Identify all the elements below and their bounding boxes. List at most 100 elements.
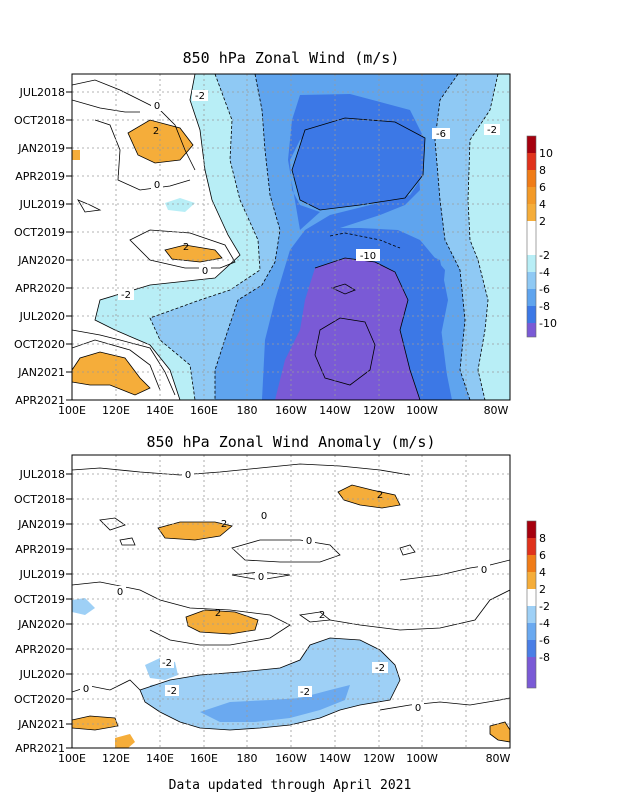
chart1-y-tick: OCT2020 [14, 338, 65, 351]
chart2-fill-pos-a [338, 485, 400, 508]
chart1-x-tick: 120E [102, 404, 130, 417]
footer-note: Data updated through April 2021 [169, 778, 412, 793]
chart2-y-tick: OCT2018 [14, 493, 65, 506]
chart1-colorbar-label: 10 [539, 147, 553, 160]
chart2-y-tick: APR2021 [15, 742, 65, 755]
chart1-contour-label: 0 [202, 266, 208, 277]
chart1-colorbar: 10 8 6 4 2 -2 -4 -6 -8 -10 [526, 135, 557, 338]
chart1-y-tick: APR2019 [15, 170, 65, 183]
chart2-fill-pos-e [490, 722, 510, 742]
chart2-y-tick: JUL2019 [19, 568, 65, 581]
chart1-fill-cyan-small [165, 198, 195, 212]
chart1-x-tick: 160E [190, 404, 218, 417]
chart1-y-tick: JAN2021 [17, 366, 65, 379]
chart2-colorbar: 8 6 4 2 -2 -4 -6 -8 [526, 520, 550, 689]
chart2-contour-label: 0 [415, 703, 421, 714]
chart2-frame [71, 454, 511, 749]
chart2-x-tick: 120E [102, 752, 130, 765]
chart1-x-tick: 120W [363, 404, 395, 417]
chart1-x-tick: 140E [146, 404, 174, 417]
chart2-contour-label: -2 [162, 658, 172, 669]
chart1-y-tick: JUL2019 [19, 198, 65, 211]
chart2-x-tick: 160W [275, 752, 307, 765]
chart2-y-tick: JAN2019 [17, 518, 65, 531]
chart2-y-tick: JAN2021 [17, 718, 65, 731]
chart1-x-tick: 100E [58, 404, 86, 417]
chart1-y-tick: OCT2018 [14, 114, 65, 127]
chart2-colorbar-label: -6 [539, 634, 550, 647]
chart2-y-tick: OCT2019 [14, 593, 65, 606]
chart1-contour-label: 0 [154, 180, 160, 191]
chart1-colorbar-label: -10 [539, 317, 557, 330]
chart1-fill-pos-d [72, 150, 80, 160]
chart2-x-tick: 180 [237, 752, 258, 765]
chart1-contour-label: -2 [487, 125, 497, 136]
chart1-contour-label: -2 [121, 290, 131, 301]
chart2-y-tick: JAN2020 [17, 618, 65, 631]
chart2-contour-label: 0 [83, 684, 89, 695]
chart2-fill-pos-f [115, 734, 135, 748]
chart2-x-tick: 160E [190, 752, 218, 765]
chart1-contour-label: -10 [360, 251, 376, 262]
chart1-contour-label: 2 [153, 126, 159, 137]
chart2-contour-label: 0 [481, 565, 487, 576]
chart2-contour-label: 2 [221, 519, 227, 530]
chart1-contour-label: -6 [436, 129, 446, 140]
chart1-fill-pos-a [128, 120, 193, 163]
chart2-y-tick: JUL2018 [19, 468, 65, 481]
chart1-field [72, 74, 510, 400]
chart1-grid [72, 74, 510, 400]
chart1-y-tick: APR2020 [15, 282, 65, 295]
chart1-y-tick: JUL2018 [19, 86, 65, 99]
chart2-colorbar-label: 2 [539, 583, 546, 596]
chart2-colorbar-label: 4 [539, 566, 546, 579]
chart1-y-tick: JAN2019 [17, 142, 65, 155]
chart2-fill-neg4 [200, 685, 350, 722]
chart1-x-tick: 80W [484, 404, 509, 417]
chart2-y-ticks: JUL2018 OCT2018 JAN2019 APR2019 JUL2019 … [14, 468, 72, 755]
chart1-x-tick: 180 [237, 404, 258, 417]
chart2-y-tick: APR2020 [15, 643, 65, 656]
chart2-contour-label: 0 [185, 470, 191, 481]
chart2-contour-label: -2 [167, 686, 177, 697]
chart1-x-tick: 100W [406, 404, 438, 417]
chart1-frame [71, 73, 511, 401]
chart2-colorbar-label: 8 [539, 532, 546, 545]
chart1-y-ticks: JUL2018 OCT2018 JAN2019 APR2019 JUL2019 … [14, 86, 72, 407]
chart2-contour-label: 0 [258, 572, 264, 583]
chart1-y-tick: JUL2020 [19, 310, 65, 323]
chart2-x-tick: 120W [363, 752, 395, 765]
chart1-colorbar-label: -4 [539, 266, 550, 279]
chart1-colorbar-label: 6 [539, 181, 546, 194]
chart2-contour-label: 2 [377, 490, 383, 501]
chart1-contour-label: 0 [154, 101, 160, 112]
chart1-fill-pos-b [165, 245, 222, 262]
chart1-colorbar-label: -2 [539, 249, 550, 262]
chart1-colorbar-label: -8 [539, 300, 550, 313]
chart2-contour-label: 0 [306, 536, 312, 547]
chart2-x-tick: 100W [406, 752, 438, 765]
chart2-contour-label: -2 [375, 663, 385, 674]
chart2-y-tick: APR2019 [15, 543, 65, 556]
chart2-contour-label: -2 [300, 687, 310, 698]
chart1-x-tick: 140W [319, 404, 351, 417]
chart2-y-tick: OCT2020 [14, 693, 65, 706]
chart2-contours [72, 463, 510, 743]
chart1-y-tick: OCT2019 [14, 226, 65, 239]
chart1-contours [72, 74, 499, 400]
chart1-contour-labels: -2 0 2 -6 -2 0 2 0 -10 -2 [118, 90, 500, 301]
chart2-fill-neg2-edge [72, 598, 95, 615]
chart1-colorbar-label: 8 [539, 164, 546, 177]
chart1-colorbar-label: 2 [539, 215, 546, 228]
chart2-x-ticks: 100E 120E 140E 160E 180 160W 140W 120W 1… [58, 752, 511, 765]
chart2-x-tick: 80W [486, 752, 511, 765]
chart2-contour-label: 0 [117, 587, 123, 598]
chart2-y-tick: JUL2020 [19, 668, 65, 681]
chart2-contour-labels: 0 2 2 0 0 0 0 2 2 0 -2 -2 -2 -2 0 0 0 [80, 469, 490, 714]
chart2-colorbar-label: -4 [539, 617, 550, 630]
chart2-x-tick: 140E [146, 752, 174, 765]
chart2-x-tick: 140W [319, 752, 351, 765]
chart2-title: 850 hPa Zonal Wind Anomaly (m/s) [147, 433, 436, 451]
chart2-fill-pos-d [72, 716, 118, 730]
